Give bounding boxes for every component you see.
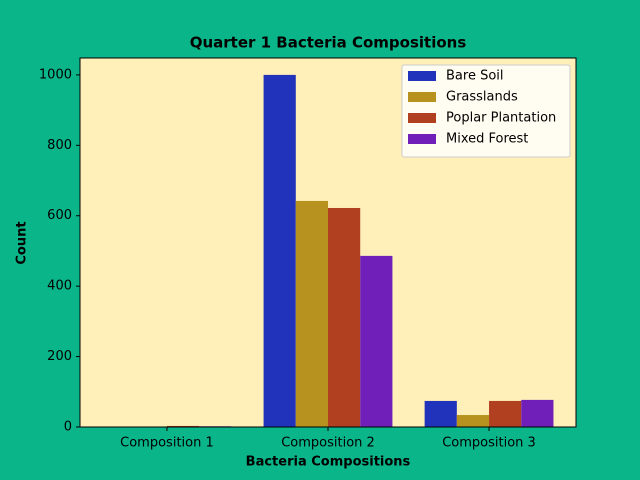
y-tick-label: 800 <box>47 138 72 153</box>
bar <box>521 399 554 427</box>
legend-swatch <box>408 71 436 81</box>
y-tick-label: 1000 <box>39 67 72 82</box>
y-tick-label: 200 <box>47 349 72 364</box>
x-axis-label: Bacteria Compositions <box>246 455 411 470</box>
y-tick-label: 600 <box>47 208 72 223</box>
y-tick-label: 0 <box>64 420 72 435</box>
legend-label: Grasslands <box>446 90 518 105</box>
legend-box <box>401 64 571 158</box>
legend-label: Bare Soil <box>446 69 504 84</box>
legend-swatch <box>408 134 436 144</box>
bar <box>263 74 296 428</box>
legend-label: Mixed Forest <box>446 132 528 147</box>
x-tick-label: Composition 2 <box>281 436 375 451</box>
bar <box>328 207 361 427</box>
legend-swatch <box>408 113 436 123</box>
legend: Bare Soil Grasslands Poplar Plantation Mixe… <box>401 64 571 158</box>
legend-label: Poplar Plantation <box>446 111 556 126</box>
bar <box>360 255 393 427</box>
x-tick-label: Composition 1 <box>120 436 214 451</box>
bar <box>166 425 200 427</box>
bar <box>424 400 457 427</box>
bar <box>489 400 522 427</box>
chart-title: Quarter 1 Bacteria Compositions <box>190 34 467 52</box>
bar <box>295 200 328 427</box>
x-tick-label: Composition 3 <box>442 436 536 451</box>
y-axis-label: Count <box>15 221 30 264</box>
legend-swatch <box>408 92 436 102</box>
bar <box>456 415 490 427</box>
y-tick-label: 400 <box>47 279 72 294</box>
plot-frame <box>79 57 577 428</box>
